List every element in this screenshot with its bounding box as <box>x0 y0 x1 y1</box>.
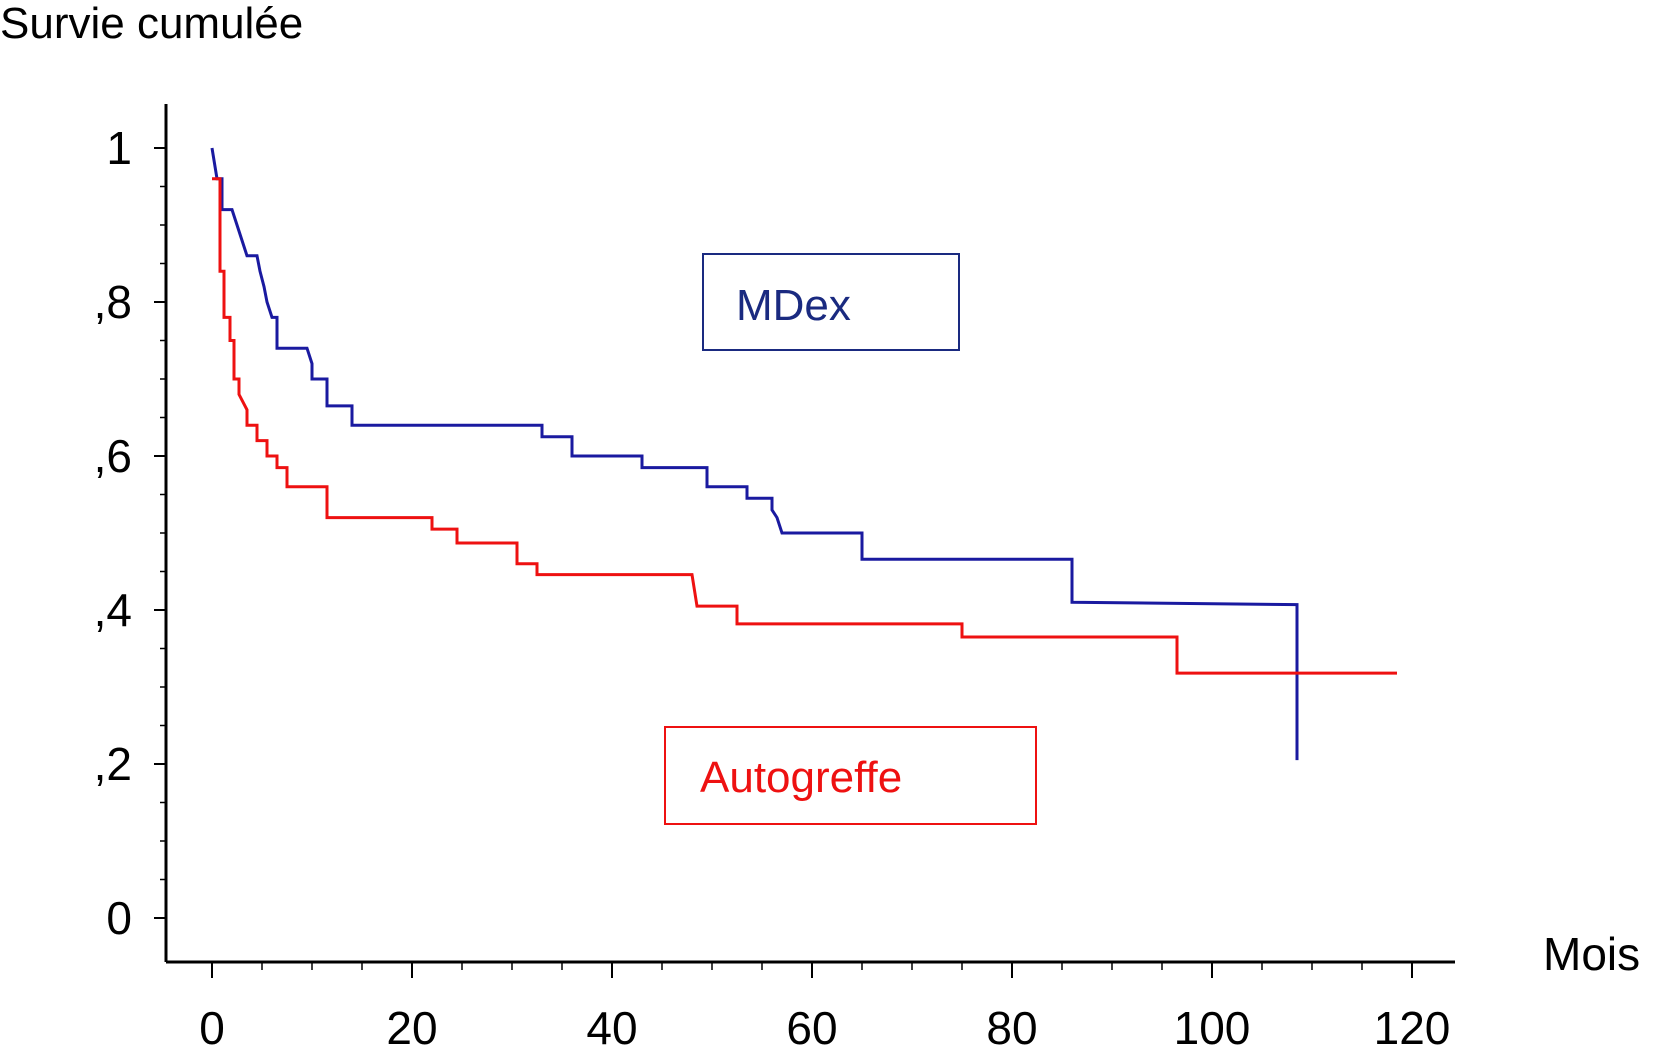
ticks <box>154 147 1413 978</box>
series-line-mdex <box>210 147 1299 761</box>
x-tick-label: 40 <box>586 1002 637 1054</box>
x-tick-label: 0 <box>199 1002 225 1054</box>
y-axis-title: Survie cumulée <box>0 0 303 48</box>
x-tick-label: 100 <box>1174 1002 1251 1054</box>
tick-labels: 0 ,2 ,4 ,6 ,8 1 0 20 40 60 80 100 120 <box>94 122 1451 1054</box>
y-tick-label: 1 <box>106 122 132 174</box>
legend-autogreffe-box <box>664 726 1037 825</box>
legend-autogreffe-label: Autogreffe <box>700 753 902 802</box>
x-tick-label: 20 <box>386 1002 437 1054</box>
legend-mdex: MDex <box>702 253 960 351</box>
series-layer <box>210 147 1397 761</box>
y-tick-label: 0 <box>106 892 132 944</box>
y-tick-label: ,6 <box>94 430 132 482</box>
x-tick-label: 60 <box>786 1002 837 1054</box>
series-line-autogreffe <box>212 177 1397 675</box>
x-tick-label: 80 <box>986 1002 1037 1054</box>
x-axis-title: Mois <box>1543 928 1640 980</box>
y-tick-label: ,4 <box>94 584 132 636</box>
legend-autogreffe: Autogreffe <box>664 726 1037 825</box>
legend-mdex-label: MDex <box>736 281 851 330</box>
y-tick-label: ,2 <box>94 738 132 790</box>
y-tick-label: ,8 <box>94 276 132 328</box>
legend-mdex-box <box>702 253 960 351</box>
x-tick-label: 120 <box>1374 1002 1451 1054</box>
